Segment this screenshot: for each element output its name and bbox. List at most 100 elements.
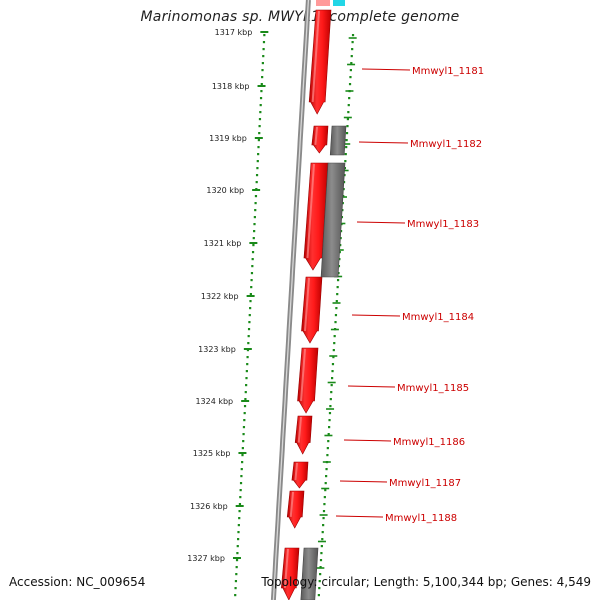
scale-dot: [255, 174, 259, 177]
gene-cap: [316, 0, 330, 6]
other-strand-feature: [320, 162, 346, 278]
kbp-tick-label: 1321 kbp: [204, 239, 242, 248]
scale-dot: [253, 216, 256, 219]
scale-dot: [259, 111, 262, 114]
kbp-tick-label: 1325 kbp: [193, 449, 231, 458]
scale-dot: [247, 335, 250, 338]
gene-label: Mmwyl1_1187: [389, 478, 461, 489]
scale-dot: [351, 41, 354, 44]
scale-dot: [345, 139, 348, 142]
scale-dot: [324, 482, 327, 485]
scale-dot: [236, 552, 239, 555]
scale-dot: [242, 440, 245, 443]
scale-dot: [251, 251, 255, 254]
scale-dot: [255, 181, 258, 184]
scale-dot: [250, 279, 253, 282]
scale-dot: [319, 559, 323, 562]
scale-dot: [345, 132, 349, 135]
label-leader-line: [356, 221, 406, 224]
gene-arrow: [286, 490, 305, 529]
scale-dot: [243, 419, 246, 422]
label-leader-line: [339, 480, 388, 483]
scale-dot: [258, 132, 261, 135]
scale-dot: [244, 391, 247, 394]
scale-dot: [240, 475, 243, 478]
kbp-scale: 1317 kbp 1318 kbp 1319 kbp 1320 kbp 1321 kbp…: [187, 28, 357, 597]
scale-dot: [237, 538, 240, 541]
scale-dot: [239, 496, 242, 499]
scale-dot: [263, 34, 266, 37]
scale-dot: [332, 349, 335, 352]
accession-text: Accession: NC_009654: [9, 575, 146, 589]
scale-dot: [262, 41, 266, 44]
scale-dot: [347, 111, 350, 114]
scale-dot: [252, 237, 255, 240]
scale-dot: [245, 370, 248, 373]
scale-dot: [351, 48, 354, 51]
scale-dot: [243, 405, 247, 408]
scale-dot: [325, 475, 328, 478]
scale-dot: [237, 531, 240, 534]
scale-dot: [262, 48, 265, 51]
scale-dot: [253, 230, 256, 233]
scale-dot: [251, 265, 254, 268]
scale-dot: [331, 370, 334, 373]
gene-shine: [300, 348, 306, 402]
gene-arrow: [297, 347, 319, 414]
scale-dot: [327, 440, 330, 443]
scale-dot: [321, 538, 324, 541]
scale-dot: [243, 412, 246, 415]
scale-dot: [249, 307, 252, 310]
rna-feature: [333, 0, 345, 6]
scale-dot: [241, 461, 244, 464]
scale-dot: [250, 286, 253, 289]
scale-dot: [235, 566, 238, 569]
other-strand-feature: [329, 125, 347, 156]
scale-dot: [323, 503, 326, 506]
scale-dot: [349, 76, 352, 79]
gene-shine: [311, 10, 320, 103]
scale-dot: [257, 139, 260, 142]
scale-dot: [328, 419, 331, 422]
gene-features: [280, 0, 347, 600]
gene-label: Mmwyl1_1184: [402, 312, 474, 323]
scale-dot: [333, 342, 336, 345]
scale-dot: [323, 496, 326, 499]
gene-shine: [294, 462, 298, 481]
kbp-tick-label: 1323 kbp: [198, 345, 236, 354]
scale-dot: [235, 573, 238, 576]
scale-dot: [331, 363, 335, 366]
kbp-tick-label: 1326 kbp: [190, 502, 228, 511]
scale-dot: [348, 97, 351, 100]
scale-dot: [258, 118, 262, 121]
scale-dot: [344, 153, 347, 156]
label-leader-line: [351, 314, 401, 317]
gene-arrow: [294, 415, 313, 455]
kbp-tick-label: 1322 kbp: [201, 292, 239, 301]
scale-dot: [246, 363, 249, 366]
label-leader-line: [358, 141, 409, 144]
scale-dot: [318, 587, 321, 590]
scale-dot: [248, 321, 251, 324]
scale-dot: [320, 552, 323, 555]
scale-dot: [325, 468, 328, 471]
scale-dot: [247, 342, 250, 345]
gene-shine: [283, 548, 289, 589]
gene-shine: [314, 126, 318, 145]
scale-dot: [235, 559, 239, 562]
scale-dot: [330, 384, 333, 387]
gene-label: Mmwyl1_1181: [412, 66, 484, 77]
scale-dot: [326, 447, 329, 450]
scale-dot: [318, 580, 321, 583]
scale-dot: [333, 335, 336, 338]
scale-dot: [350, 62, 353, 65]
scale-dot: [334, 321, 337, 324]
scale-dot: [246, 356, 249, 359]
scale-dot: [350, 55, 353, 58]
scale-dot: [252, 244, 255, 247]
scale-dot: [238, 517, 241, 520]
kbp-tick-label: 1317 kbp: [215, 28, 253, 37]
scale-dot: [321, 531, 324, 534]
scale-dot: [348, 83, 352, 86]
scale-dot: [329, 405, 332, 408]
